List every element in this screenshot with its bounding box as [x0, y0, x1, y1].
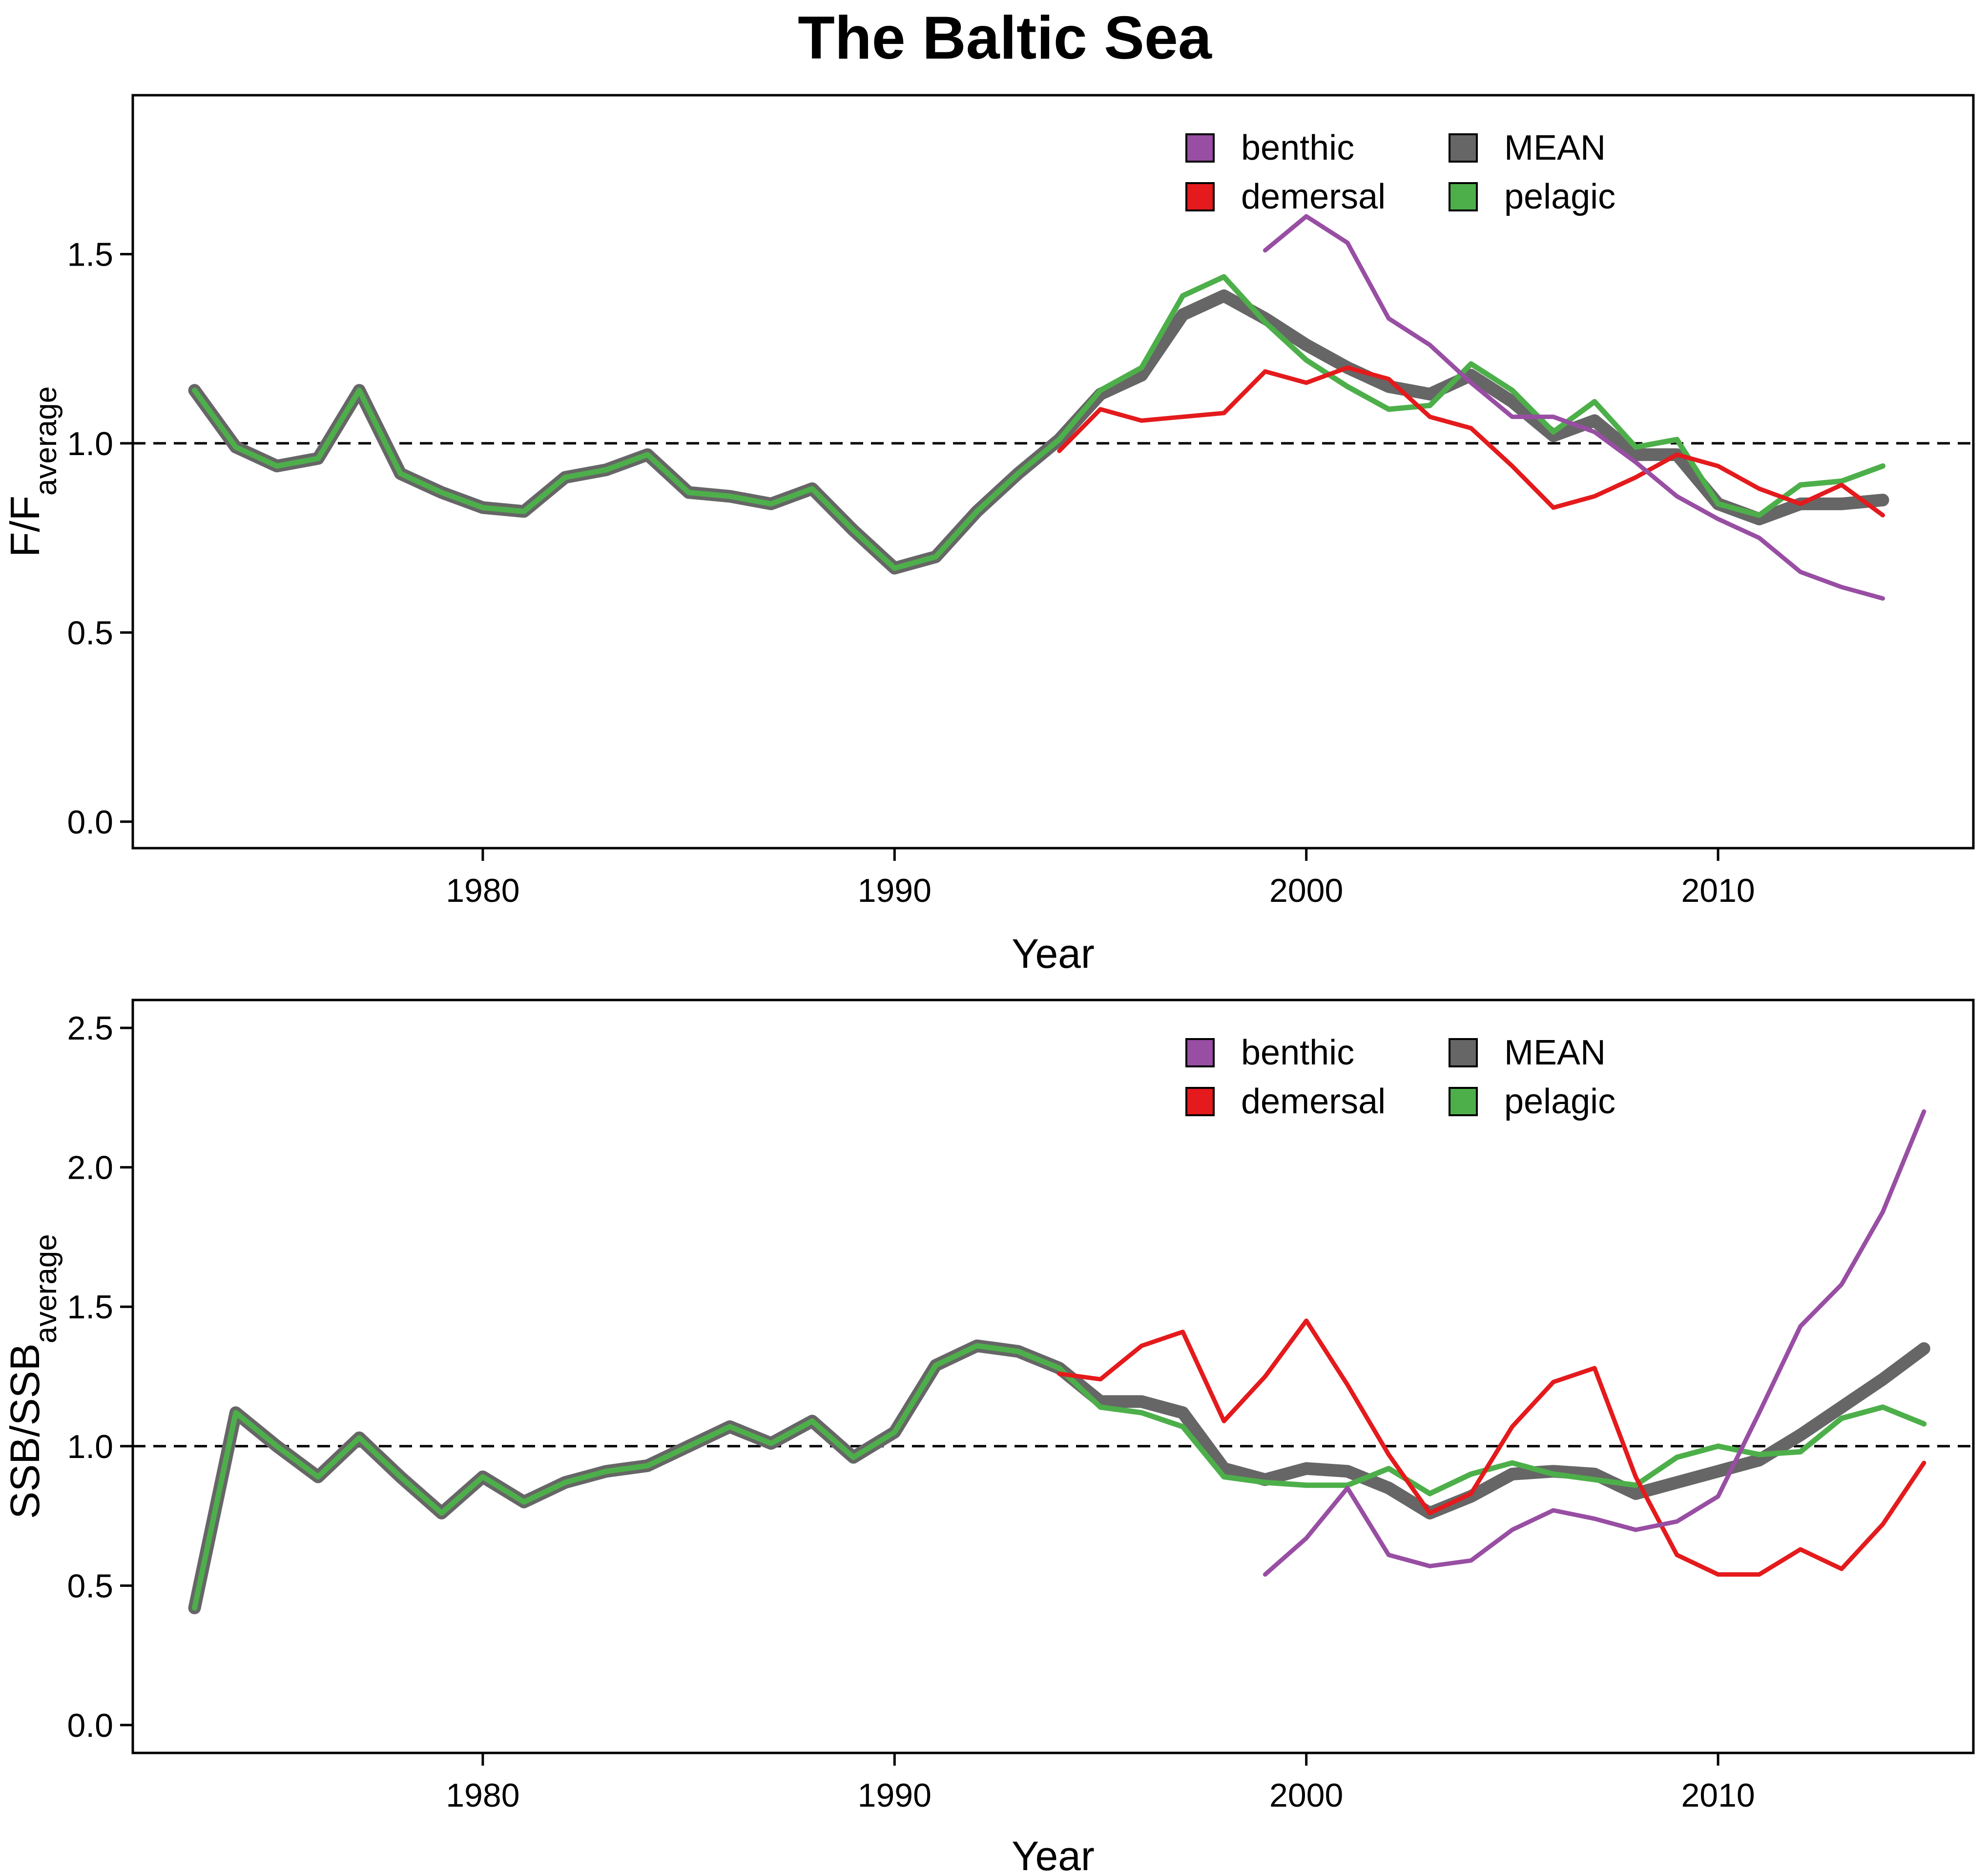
series-line-demersal: [1057, 1318, 1926, 1577]
ssb-panel: 0.0 0.5 1.0 1.5 2.0 2.5 1980 1990 2000 2010 Year SS…: [2, 999, 1975, 1875]
y-axis-title-main: F/F: [2, 496, 48, 557]
plot-frame: [131, 94, 1975, 850]
x-tick-label: 1980: [446, 1777, 519, 1814]
y-tick-label: 1.5: [67, 236, 113, 273]
legend-swatch-pelagic: [1449, 182, 1478, 211]
x-tick-label: 2000: [1269, 1777, 1343, 1814]
y-tick-label: 2.5: [67, 1010, 113, 1047]
legend-swatch-mean: [1449, 133, 1478, 163]
series-line-mean: [188, 1339, 1930, 1614]
series-line-pelagic: [192, 274, 1885, 571]
plot-frame: [131, 999, 1975, 1754]
x-tick-label: 2010: [1681, 1777, 1755, 1814]
y-axis-title-subscript: average: [29, 1234, 63, 1343]
y-axis-title-main: SSB/SSB: [2, 1343, 48, 1519]
legend-swatch-benthic: [1185, 1038, 1215, 1067]
x-tick-label: 1990: [858, 1777, 932, 1814]
x-tick-label: 1990: [858, 872, 932, 909]
x-axis-title: Year: [1012, 931, 1095, 977]
x-tick-label: 2010: [1681, 872, 1755, 909]
y-axis-title: F/Faverage: [2, 386, 63, 557]
legend-swatch-demersal: [1185, 182, 1215, 211]
legend-swatch-mean: [1449, 1038, 1478, 1067]
series-line-mean: [188, 289, 1889, 575]
f-panel: 0.0 0.5 1.0 1.5 1980 1990 2000 2010 Year F/Favera…: [2, 94, 1975, 977]
legend-label-pelagic: pelagic: [1504, 1082, 1615, 1121]
series-line-benthic: [1263, 214, 1885, 601]
series-line-demersal: [1057, 365, 1885, 518]
x-tick-label: 1980: [446, 872, 519, 909]
x-tick-label: 2000: [1269, 872, 1343, 909]
y-tick-label: 0.5: [67, 614, 113, 651]
legend-swatch-demersal: [1185, 1087, 1215, 1116]
y-tick-label: 0.5: [67, 1567, 113, 1604]
legend-label-demersal: demersal: [1241, 177, 1386, 216]
y-axis-title-subscript: average: [29, 386, 63, 496]
legend-label-demersal: demersal: [1241, 1082, 1386, 1121]
legend-label-pelagic: pelagic: [1504, 177, 1615, 216]
legend-label-benthic: benthic: [1241, 1033, 1354, 1072]
y-axis-title: SSB/SSBaverage: [2, 1234, 63, 1519]
y-tick-label: 0.0: [67, 804, 113, 841]
series-line-pelagic: [192, 1343, 1927, 1611]
legend-swatch-pelagic: [1449, 1087, 1478, 1116]
y-tick-label: 0.0: [67, 1707, 113, 1744]
legend-label-benthic: benthic: [1241, 128, 1354, 167]
y-tick-label: 1.0: [67, 1428, 113, 1465]
y-tick-label: 1.0: [67, 425, 113, 462]
legend-swatch-benthic: [1185, 133, 1215, 163]
y-tick-label: 1.5: [67, 1289, 113, 1326]
series-line-benthic: [1263, 1109, 1926, 1577]
y-tick-label: 2.0: [67, 1149, 113, 1187]
page-title: The Baltic Sea: [798, 4, 1212, 72]
legend-label-mean: MEAN: [1504, 1033, 1606, 1072]
legend-label-mean: MEAN: [1504, 128, 1606, 167]
x-axis-title: Year: [1012, 1833, 1095, 1875]
